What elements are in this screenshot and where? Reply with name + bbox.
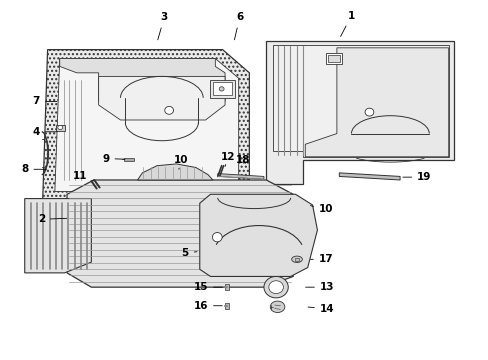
Text: 8: 8 xyxy=(21,164,46,174)
Polygon shape xyxy=(25,199,91,273)
Text: 14: 14 xyxy=(307,303,334,314)
Polygon shape xyxy=(294,257,298,261)
Text: 15: 15 xyxy=(193,282,222,292)
Text: 7: 7 xyxy=(33,96,57,107)
Text: 19: 19 xyxy=(402,172,431,182)
Ellipse shape xyxy=(268,281,283,294)
Ellipse shape xyxy=(164,107,173,114)
Ellipse shape xyxy=(270,301,285,312)
Text: 4: 4 xyxy=(33,127,57,137)
Polygon shape xyxy=(327,55,339,62)
Text: 6: 6 xyxy=(234,13,243,40)
Polygon shape xyxy=(42,50,249,200)
Polygon shape xyxy=(56,125,64,131)
Polygon shape xyxy=(272,45,448,157)
Text: 3: 3 xyxy=(158,13,167,40)
Polygon shape xyxy=(224,303,228,309)
Polygon shape xyxy=(339,173,399,180)
Text: 16: 16 xyxy=(193,301,222,311)
Polygon shape xyxy=(325,53,341,64)
Polygon shape xyxy=(67,180,292,287)
Ellipse shape xyxy=(264,276,287,298)
Polygon shape xyxy=(124,158,133,161)
Polygon shape xyxy=(99,76,224,120)
Text: 17: 17 xyxy=(310,254,333,264)
Text: 13: 13 xyxy=(305,282,334,292)
Polygon shape xyxy=(217,174,264,179)
Polygon shape xyxy=(305,48,448,157)
Ellipse shape xyxy=(58,125,62,130)
Polygon shape xyxy=(213,82,231,95)
Ellipse shape xyxy=(212,233,222,242)
Polygon shape xyxy=(200,194,317,276)
Text: 2: 2 xyxy=(38,214,66,224)
Polygon shape xyxy=(266,41,453,184)
Polygon shape xyxy=(55,59,238,192)
Text: 10: 10 xyxy=(310,204,333,214)
Ellipse shape xyxy=(365,108,373,116)
Text: 18: 18 xyxy=(236,156,250,165)
Text: 12: 12 xyxy=(221,152,235,166)
Polygon shape xyxy=(210,80,234,98)
Text: 5: 5 xyxy=(181,248,197,258)
Polygon shape xyxy=(224,284,228,290)
Text: 11: 11 xyxy=(73,171,93,181)
Ellipse shape xyxy=(219,87,224,91)
Text: 9: 9 xyxy=(102,154,125,163)
Polygon shape xyxy=(60,59,224,116)
Text: 10: 10 xyxy=(174,156,188,169)
Polygon shape xyxy=(137,164,212,180)
Ellipse shape xyxy=(291,256,302,262)
Text: 1: 1 xyxy=(340,11,354,36)
